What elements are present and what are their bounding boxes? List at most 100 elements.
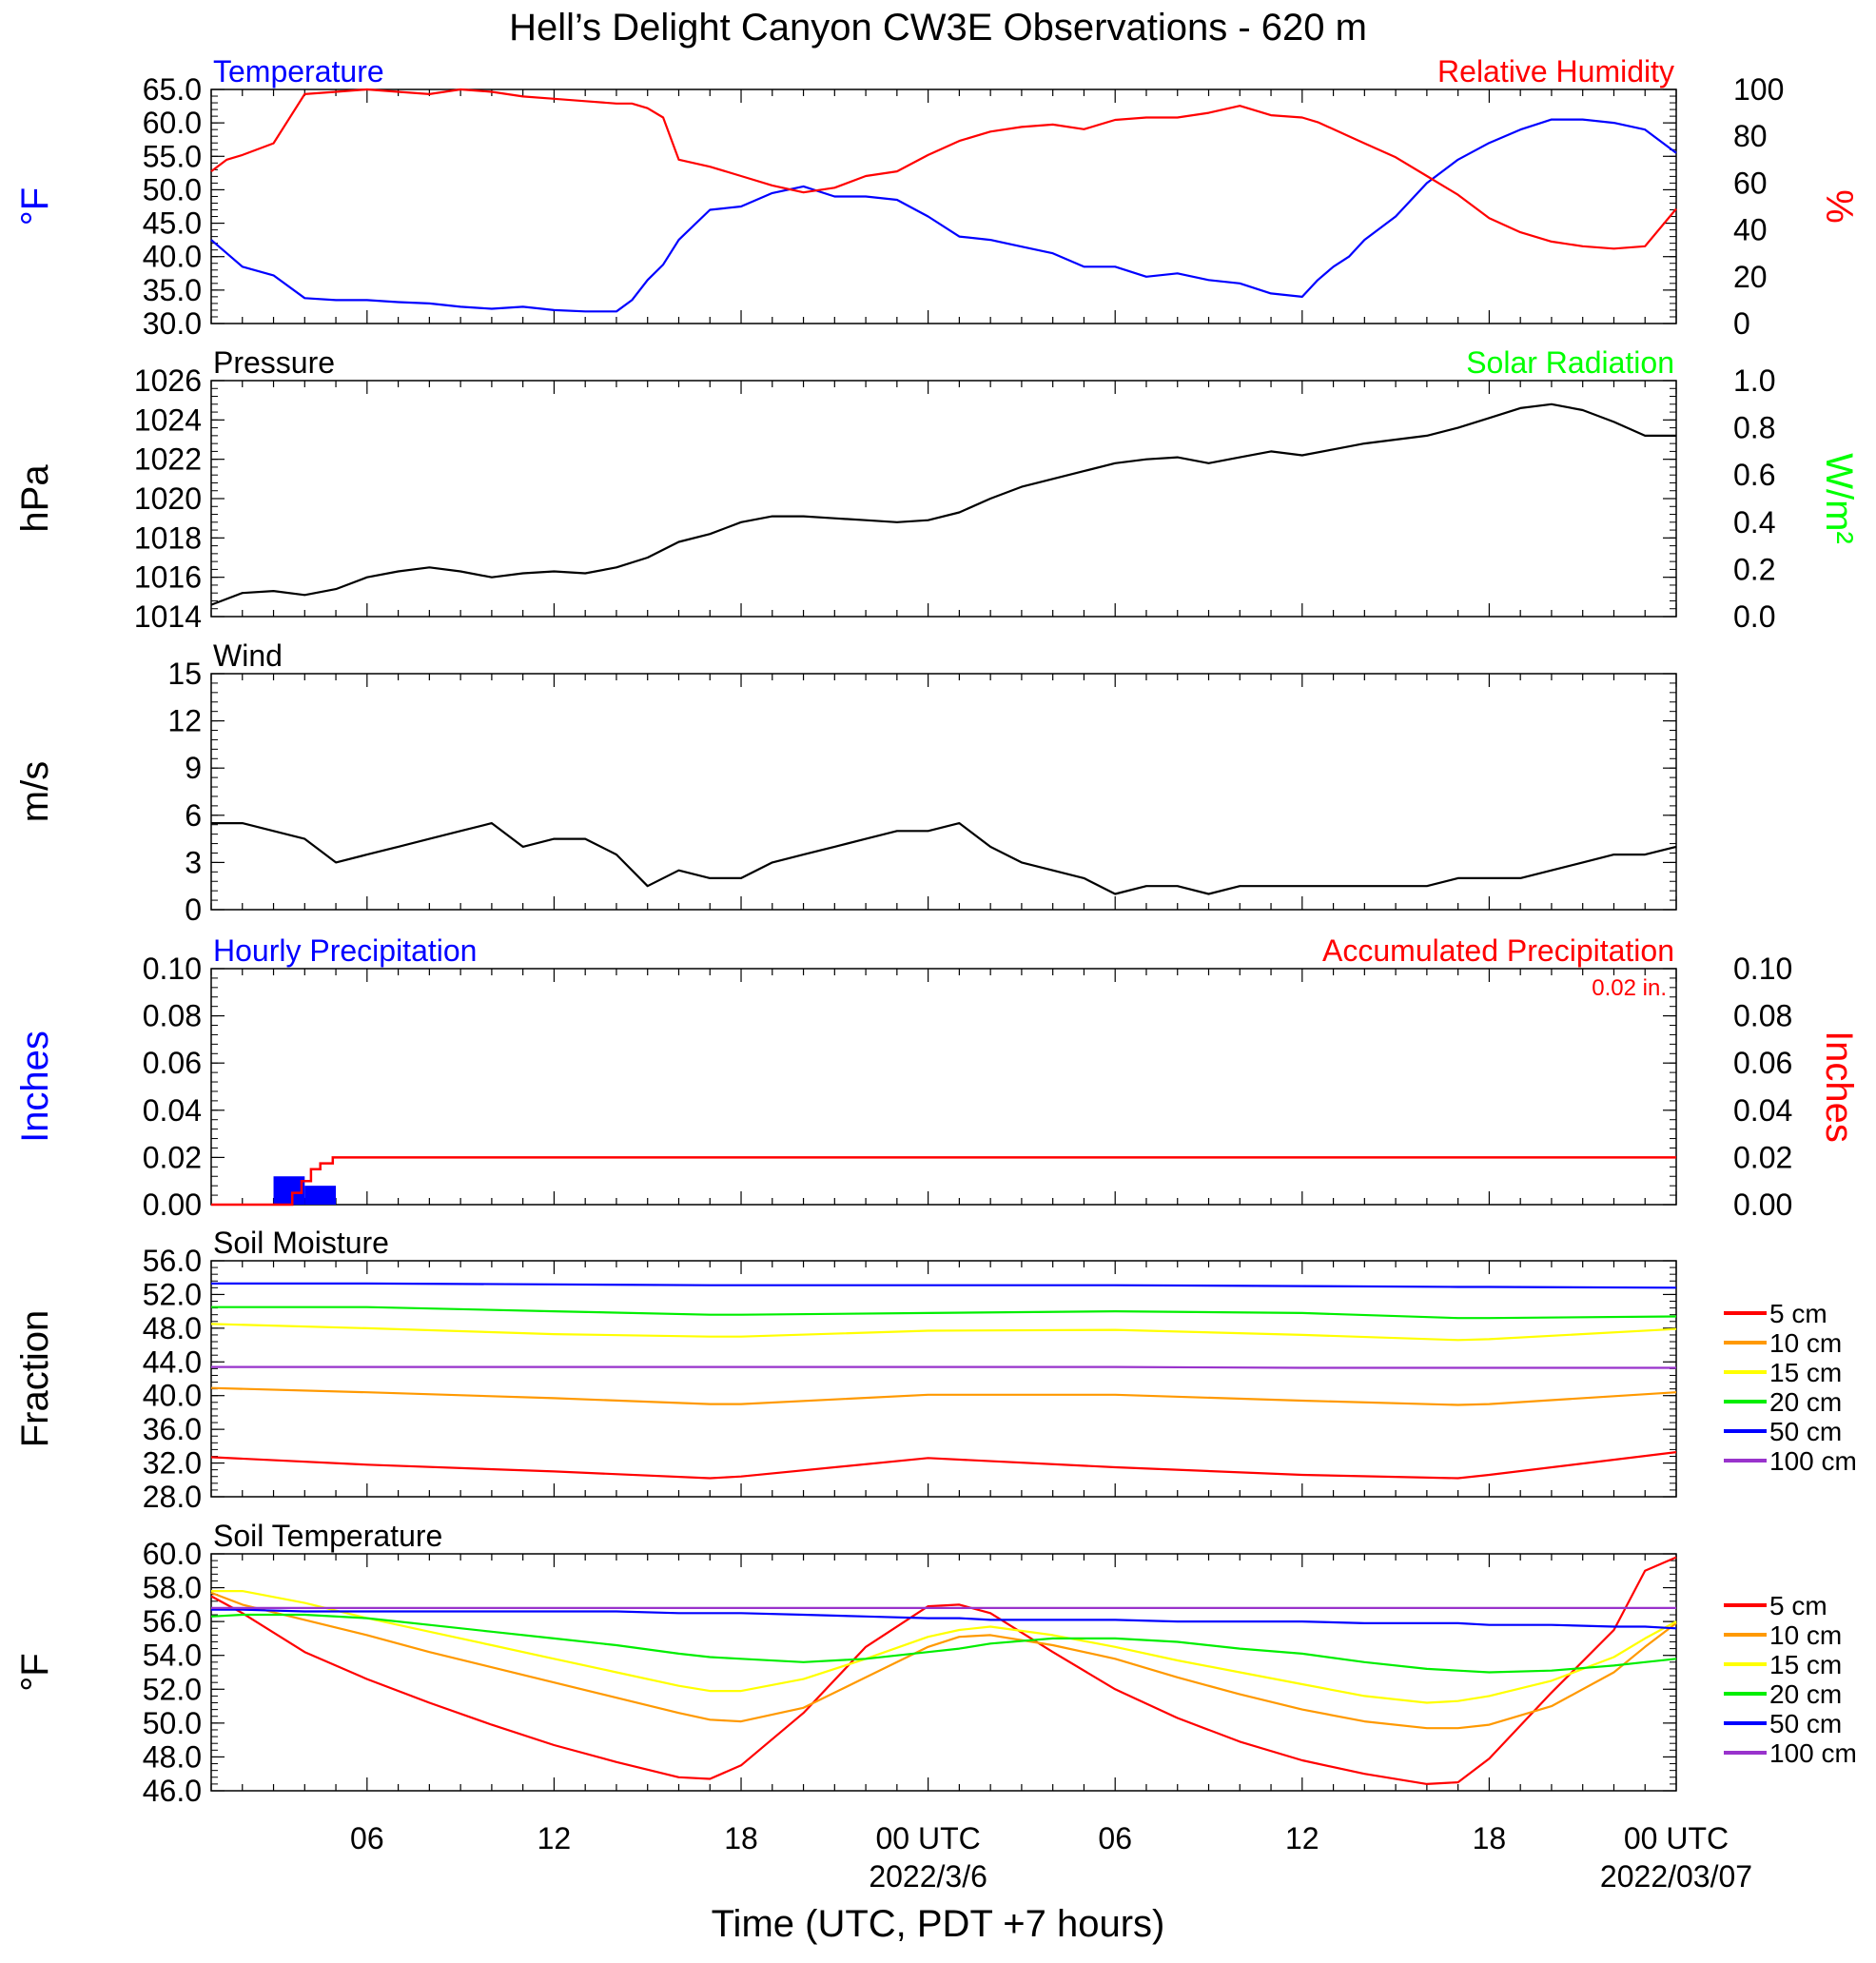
hourly-precip-bar [273, 1176, 305, 1205]
y-right-tick-label: 0.06 [1733, 1046, 1792, 1080]
y-right-axis-title: % [1818, 189, 1860, 224]
y-left-tick-label: 50.0 [143, 172, 202, 206]
panel-title-left: Pressure [213, 345, 335, 380]
figure-title: Hell’s Delight Canyon CW3E Observations … [509, 7, 1367, 49]
y-right-tick-label: 0.08 [1733, 999, 1792, 1033]
y-left-tick-label: 28.0 [143, 1480, 202, 1514]
y-left-tick-label: 52.0 [143, 1672, 202, 1706]
y-left-axis-title: Fraction [14, 1310, 56, 1448]
legend-label: 100 cm [1769, 1446, 1857, 1476]
y-left-tick-label: 3 [185, 845, 202, 879]
y-left-tick-label: 0.08 [143, 999, 202, 1033]
x-tick-label: 00 UTC [875, 1821, 980, 1855]
series-line-15-cm [211, 1589, 1677, 1704]
series-line-15-cm [210, 1323, 1677, 1342]
y-right-tick-label: 0 [1733, 306, 1750, 341]
x-date-label: 2022/03/07 [1600, 1859, 1752, 1894]
plot-frame [210, 1553, 1677, 1792]
legend-label: 20 cm [1769, 1679, 1842, 1709]
y-left-axis-title: m/s [14, 761, 56, 822]
series-line-temperature [210, 118, 1677, 313]
y-left-tick-label: 65.0 [143, 72, 202, 107]
legend-label: 100 cm [1769, 1738, 1857, 1768]
y-left-tick-label: 56.0 [143, 1244, 202, 1278]
y-left-axis-title: °F [14, 187, 56, 226]
y-right-axis-title: W/m² [1818, 453, 1860, 544]
legend-label: 15 cm [1769, 1650, 1842, 1679]
y-left-tick-label: 36.0 [143, 1412, 202, 1446]
y-left-tick-label: 12 [167, 704, 202, 738]
x-tick-label: 18 [1473, 1821, 1507, 1855]
series-line-10-cm [210, 1386, 1677, 1406]
y-left-tick-label: 54.0 [143, 1639, 202, 1673]
legend-label: 20 cm [1769, 1387, 1842, 1417]
panel-title-left: Soil Moisture [213, 1226, 389, 1260]
x-tick-label: 06 [1098, 1821, 1132, 1855]
panel-soil_moisture: 28.032.036.040.044.048.052.056.0 Soil Moi… [14, 1226, 1857, 1514]
y-left-tick-label: 60.0 [143, 1537, 202, 1571]
y-left-tick-label: 44.0 [143, 1345, 202, 1379]
y-left-tick-label: 56.0 [143, 1604, 202, 1639]
series-line-50-cm [211, 1282, 1677, 1289]
y-right-tick-label: 0.10 [1733, 952, 1792, 986]
panel-wind: 0 3 6 9 12 15 Wind m/s [14, 638, 1677, 927]
panel-temperature_humidity: 30.035.040.045.050.055.060.065.0 0 20 40 60 8… [14, 54, 1860, 341]
y-right-tick-label: 100 [1733, 72, 1784, 107]
y-right-tick-label: 80 [1733, 119, 1768, 153]
x-tick-label: 12 [1285, 1821, 1319, 1855]
panel-pressure_solar: 1014 1016 1018 1020 1022 1024 1026 0.0 0.2 0.4 0.6… [14, 345, 1860, 634]
y-left-tick-label: 0.10 [143, 952, 202, 986]
panel-title-left: Wind [213, 638, 283, 673]
y-left-tick-label: 0.00 [143, 1188, 202, 1222]
series-line-pressure [210, 402, 1676, 606]
y-left-tick-label: 32.0 [143, 1446, 202, 1481]
y-left-axis-title: °F [14, 1653, 56, 1691]
y-left-axis-title: hPa [14, 464, 56, 533]
y-right-tick-label: 0.0 [1733, 599, 1775, 634]
y-left-tick-label: 48.0 [143, 1311, 202, 1345]
y-left-tick-label: 30.0 [143, 306, 202, 341]
legend-label: 15 cm [1769, 1358, 1842, 1387]
x-tick-label: 12 [537, 1821, 572, 1855]
y-left-tick-label: 1024 [134, 402, 202, 437]
panel-title-right: Accumulated Precipitation [1322, 933, 1674, 968]
y-left-tick-label: 1018 [134, 520, 202, 555]
x-tick-label: 18 [724, 1821, 758, 1855]
y-left-tick-label: 58.0 [143, 1571, 202, 1605]
y-right-tick-label: 0.04 [1733, 1093, 1792, 1128]
x-tick-label: 00 UTC [1624, 1821, 1729, 1855]
y-left-tick-label: 1020 [134, 481, 202, 516]
panel-title-left: Hourly Precipitation [213, 933, 477, 968]
y-left-tick-label: 55.0 [143, 139, 202, 173]
y-left-tick-label: 50.0 [143, 1706, 202, 1740]
plot-frame [210, 968, 1677, 1206]
y-right-tick-label: 20 [1733, 260, 1768, 294]
y-right-tick-label: 0.00 [1733, 1188, 1792, 1222]
y-left-tick-label: 1026 [134, 363, 202, 398]
y-left-tick-label: 40.0 [143, 240, 202, 274]
y-left-tick-label: 46.0 [143, 1774, 202, 1808]
y-left-tick-label: 1014 [134, 599, 202, 634]
y-left-tick-label: 45.0 [143, 206, 202, 241]
legend-label: 5 cm [1769, 1591, 1827, 1620]
y-left-tick-label: 9 [185, 751, 202, 785]
series-line-10-cm [210, 1591, 1677, 1730]
y-left-tick-label: 0 [185, 893, 202, 927]
legend-label: 5 cm [1769, 1299, 1827, 1328]
series-line-100-cm [211, 1365, 1676, 1369]
y-left-tick-label: 6 [185, 798, 202, 833]
panel-title-left: Temperature [213, 54, 384, 88]
plot-frame [210, 1260, 1677, 1498]
y-right-tick-label: 0.8 [1733, 411, 1775, 445]
series-line-50-cm [211, 1608, 1677, 1630]
accumulated-total-label: 0.02 in. [1592, 975, 1667, 1001]
panel-title-right: Relative Humidity [1437, 54, 1674, 88]
x-tick-label: 06 [350, 1821, 384, 1855]
y-right-axis-title: Inches [1818, 1031, 1860, 1143]
panel-soil_temperature: 46.048.050.052.054.056.058.060.0 Soil Tem… [14, 1519, 1857, 1808]
series-line-relative-humidity [210, 88, 1677, 250]
y-left-tick-label: 48.0 [143, 1739, 202, 1774]
y-left-tick-label: 0.04 [143, 1093, 202, 1128]
